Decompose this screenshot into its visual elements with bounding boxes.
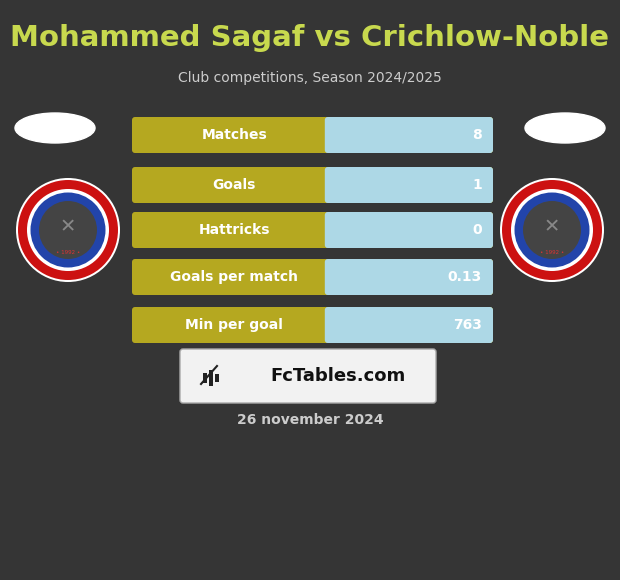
Bar <box>215 374 219 382</box>
Circle shape <box>500 178 604 282</box>
Text: • 1992 •: • 1992 • <box>56 250 80 255</box>
Circle shape <box>39 201 97 259</box>
FancyBboxPatch shape <box>132 167 493 203</box>
Bar <box>203 373 207 383</box>
Ellipse shape <box>15 113 95 143</box>
Text: 1: 1 <box>472 178 482 192</box>
Ellipse shape <box>525 113 605 143</box>
FancyBboxPatch shape <box>132 212 493 248</box>
Bar <box>328 262 340 292</box>
Circle shape <box>502 180 602 280</box>
Text: 0: 0 <box>472 223 482 237</box>
Circle shape <box>523 201 581 259</box>
FancyBboxPatch shape <box>325 259 493 295</box>
Circle shape <box>515 193 590 267</box>
Text: Matches: Matches <box>202 128 267 142</box>
Text: Goals: Goals <box>213 178 256 192</box>
FancyBboxPatch shape <box>325 167 493 203</box>
Circle shape <box>511 189 593 271</box>
Text: 0.13: 0.13 <box>448 270 482 284</box>
Bar <box>328 215 340 245</box>
Bar <box>328 310 340 340</box>
FancyBboxPatch shape <box>325 117 493 153</box>
Bar <box>328 120 340 150</box>
FancyBboxPatch shape <box>325 212 493 248</box>
Text: 26 november 2024: 26 november 2024 <box>237 413 383 427</box>
Text: • 1992 •: • 1992 • <box>540 250 564 255</box>
Circle shape <box>16 178 120 282</box>
Text: Min per goal: Min per goal <box>185 318 283 332</box>
Text: 8: 8 <box>472 128 482 142</box>
Circle shape <box>18 180 118 280</box>
FancyBboxPatch shape <box>325 307 493 343</box>
Text: Goals per match: Goals per match <box>170 270 298 284</box>
FancyBboxPatch shape <box>132 117 493 153</box>
Text: ✕: ✕ <box>544 218 560 237</box>
FancyBboxPatch shape <box>132 307 493 343</box>
Text: Club competitions, Season 2024/2025: Club competitions, Season 2024/2025 <box>178 71 442 85</box>
Circle shape <box>30 193 105 267</box>
Bar <box>209 370 213 386</box>
Text: 763: 763 <box>453 318 482 332</box>
FancyBboxPatch shape <box>180 349 436 403</box>
Text: ✕: ✕ <box>60 218 76 237</box>
FancyBboxPatch shape <box>132 259 493 295</box>
Text: Mohammed Sagaf vs Crichlow-Noble: Mohammed Sagaf vs Crichlow-Noble <box>11 24 609 52</box>
Bar <box>328 170 340 200</box>
Text: FcTables.com: FcTables.com <box>270 367 405 385</box>
Circle shape <box>27 189 109 271</box>
Text: Hattricks: Hattricks <box>198 223 270 237</box>
